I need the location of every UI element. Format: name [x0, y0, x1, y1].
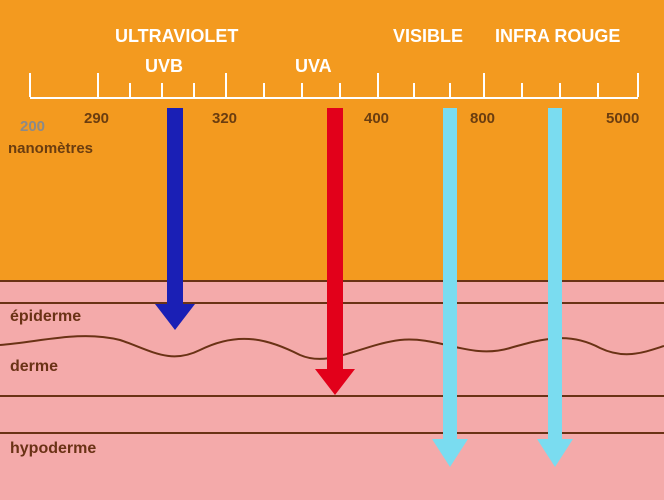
label-hypodermis: hypoderme: [10, 440, 96, 458]
axis-tick-label: 290: [84, 110, 109, 127]
visible-arrow: [443, 108, 457, 439]
axis-tick: [559, 83, 561, 97]
axis-tick-label: 5000: [606, 110, 639, 127]
axis-tick: [597, 83, 599, 97]
axis-tick: [413, 83, 415, 97]
axis-tick: [301, 83, 303, 97]
axis-tick-label: 800: [470, 110, 495, 127]
axis-tick: [521, 83, 523, 97]
axis-tick: [637, 73, 639, 97]
label-epidermis: épiderme: [10, 308, 81, 326]
axis-unit: nanomètres: [8, 140, 93, 157]
axis-tick: [29, 73, 31, 97]
uvb-arrow-head: [155, 304, 195, 330]
label-dermis: derme: [10, 358, 58, 376]
axis-tick: [161, 83, 163, 97]
axis-tick: [129, 83, 131, 97]
label-ultraviolet: ULTRAVIOLET: [115, 26, 238, 47]
axis-tick: [97, 73, 99, 97]
label-uva: UVA: [295, 56, 332, 77]
uvb-arrow: [167, 108, 183, 304]
axis-tick: [339, 83, 341, 97]
uva-arrow-head: [315, 369, 355, 395]
skin-line: [0, 395, 664, 397]
label-infrared: INFRA ROUGE: [495, 26, 620, 47]
label-uvb: UVB: [145, 56, 183, 77]
axis-200: 200: [20, 118, 45, 135]
infrared-arrow: [548, 108, 562, 439]
skin-line: [0, 432, 664, 434]
visible-arrow-head: [432, 439, 468, 467]
axis-tick-label: 320: [212, 110, 237, 127]
axis-tick: [449, 83, 451, 97]
axis-tick-label: 400: [364, 110, 389, 127]
axis-tick: [193, 83, 195, 97]
uva-arrow: [327, 108, 343, 369]
axis-tick: [377, 73, 379, 97]
axis-tick: [483, 73, 485, 97]
axis-tick: [263, 83, 265, 97]
label-visible: VISIBLE: [393, 26, 463, 47]
axis-tick: [225, 73, 227, 97]
infrared-arrow-head: [537, 439, 573, 467]
